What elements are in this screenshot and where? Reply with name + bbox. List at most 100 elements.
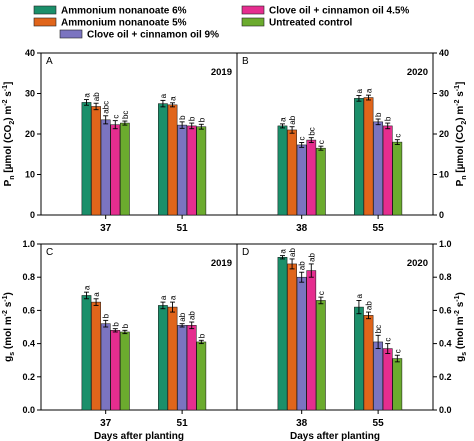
y-axis-label-part: ] — [455, 82, 466, 85]
significance-letter: a — [278, 249, 287, 254]
y-tick-label: 0.0 — [22, 405, 35, 415]
bar — [110, 124, 121, 216]
bar — [373, 121, 383, 216]
y-tick-label: 0 — [30, 210, 35, 220]
bar — [100, 119, 111, 216]
y-axis-label-part: ) m — [3, 106, 14, 121]
significance-letter: ab — [298, 261, 307, 270]
x-tick-label: 38 — [296, 223, 308, 234]
significance-letter: b — [178, 115, 187, 120]
y-axis-label-part: P — [455, 179, 466, 186]
y-tick-label: 40 — [25, 48, 35, 58]
y-axis-label-part: s — [3, 91, 14, 100]
significance-letter: a — [169, 96, 178, 101]
bar — [373, 341, 383, 411]
significance-letter: c — [317, 291, 326, 295]
x-tick-label: 38 — [296, 418, 308, 429]
significance-letter: b — [197, 333, 206, 338]
x-axis-label: Days after planting — [290, 431, 380, 441]
significance-letter: abc — [102, 101, 111, 114]
significance-letter: a — [82, 285, 91, 290]
panel-B: 0 10 20 30 40 Pn [µmol (CO2) m-2 s-1] B 2020 38 a… — [236, 48, 468, 234]
bar — [287, 129, 297, 216]
legend-label-3: Clove oil + cinnamon oil 9% — [87, 30, 219, 41]
y-axis-label-part: g — [455, 356, 466, 362]
significance-letter: b — [374, 112, 383, 117]
legend-swatch-3 — [59, 29, 83, 39]
y-axis-label-part: 2 — [461, 121, 468, 125]
significance-letter: c — [298, 137, 307, 141]
y-axis-label-part: (mol m — [455, 316, 466, 352]
significance-letter: ab — [365, 301, 374, 310]
panel-frame — [236, 243, 434, 411]
y-tick-label: 0.4 — [22, 339, 35, 349]
bar — [120, 331, 130, 411]
year-label: 2020 — [407, 67, 428, 78]
significance-letter: bc — [121, 111, 130, 119]
y-tick-label: 0.0 — [439, 405, 452, 415]
bar — [177, 325, 187, 411]
y-axis-label-part: P — [3, 179, 14, 186]
x-tick-label: 51 — [177, 223, 189, 234]
y-tick-label: 0.8 — [22, 272, 35, 282]
panel-D: 0.00.20.40.60.81.0gs (mol m-2 s-1)D20203… — [236, 239, 468, 441]
panel-frame — [40, 52, 238, 216]
y-axis-label-part: ) — [455, 292, 466, 295]
y-axis-label-part: 2 — [9, 121, 16, 125]
y-tick-label: 1.0 — [22, 239, 35, 249]
significance-letter: b — [111, 322, 120, 327]
legend-swatch-5 — [241, 17, 265, 27]
significance-letter: b — [384, 116, 393, 121]
x-tick-label: 37 — [100, 418, 112, 429]
y-tick-label: 0.2 — [22, 372, 35, 382]
y-axis-label-part: -1 — [2, 295, 9, 301]
bar — [91, 106, 101, 216]
significance-letter: c — [393, 134, 402, 138]
x-tick-label: 55 — [373, 223, 385, 234]
bar — [81, 295, 92, 411]
y-tick-label: 30 — [25, 89, 35, 99]
legend-swatch-2 — [33, 17, 57, 27]
legend-label-2: Ammonium nonanoate 5% — [61, 18, 187, 29]
significance-letter: a — [159, 93, 168, 98]
year-label: 2019 — [211, 258, 232, 269]
significance-letter: ab — [307, 252, 316, 261]
legend-label-4: Clove oil + cinnamon oil 4.5% — [269, 6, 409, 17]
bar — [316, 300, 326, 411]
y-tick-label: 0.2 — [439, 372, 452, 382]
bar — [382, 125, 393, 216]
y-tick-label: 1.0 — [439, 239, 452, 249]
significance-letter: a — [169, 295, 178, 300]
significance-letter: c — [384, 338, 393, 342]
significance-letter: bc — [307, 127, 316, 135]
y-axis-label-part: (mol m — [3, 316, 14, 352]
bar — [167, 306, 178, 411]
y-axis-label-part: s — [455, 91, 466, 100]
significance-letter: b — [188, 116, 197, 121]
bar — [91, 301, 101, 411]
y-tick-label: 30 — [439, 89, 449, 99]
bar — [186, 325, 197, 411]
bar — [363, 97, 374, 216]
x-axis-label: Days after planting — [94, 431, 184, 441]
y-axis-label: Pn [µmol (CO2) m-2 s-1] — [454, 82, 468, 187]
legend-swatch-1 — [33, 5, 57, 15]
year-label: 2020 — [407, 258, 428, 269]
bar — [186, 125, 197, 216]
y-axis-label-part: -2 — [2, 310, 9, 316]
significance-letter: a — [278, 117, 287, 122]
y-axis-label-part: g — [3, 356, 14, 362]
significance-letter: ab — [178, 312, 187, 321]
significance-letter: b — [197, 117, 206, 122]
bar — [196, 126, 207, 216]
bar — [158, 305, 168, 411]
bar — [110, 330, 121, 411]
y-axis-label-part: n — [461, 175, 468, 179]
y-axis-label-part: ) — [3, 292, 14, 295]
significance-letter: a — [159, 295, 168, 300]
y-tick-label: 20 — [439, 129, 449, 139]
panel-letter: D — [242, 247, 249, 258]
significance-letter: c — [393, 349, 402, 353]
